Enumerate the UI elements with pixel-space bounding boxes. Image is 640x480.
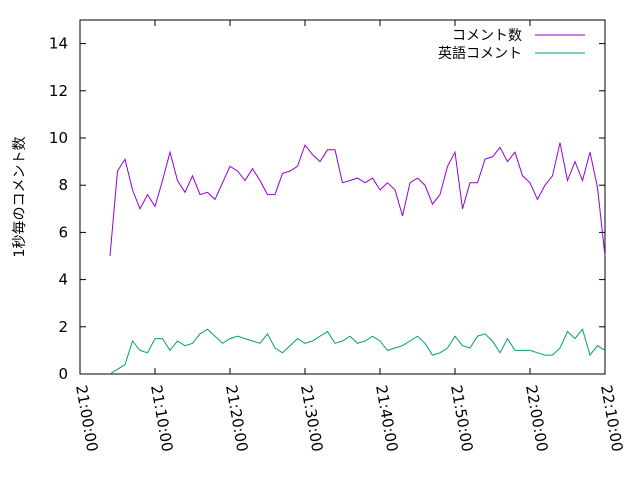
x-tick-label: 21:20:00: [222, 384, 251, 453]
y-tick-label: 8: [58, 176, 68, 194]
y-axis-label: 1秒毎のコメント数: [12, 137, 28, 258]
series-line: [109, 328, 606, 375]
x-tick-label: 21:00:00: [72, 384, 101, 453]
y-tick-label: 2: [58, 318, 68, 336]
legend-label: コメント数: [452, 28, 522, 44]
y-tick-label: 12: [49, 82, 68, 100]
x-tick-label: 22:10:00: [597, 384, 626, 453]
x-tick-label: 21:40:00: [372, 384, 401, 453]
x-tick-label: 22:00:00: [522, 384, 551, 453]
x-tick-label: 21:30:00: [297, 384, 326, 453]
plot-frame: [79, 19, 606, 375]
y-tick-label: 10: [49, 129, 68, 147]
y-tick-label: 0: [58, 365, 68, 383]
x-tick-label: 21:10:00: [147, 384, 176, 453]
y-tick-label: 4: [58, 271, 68, 289]
x-tick-label: 21:50:00: [447, 384, 476, 453]
y-tick-label: 6: [58, 223, 68, 241]
series-line: [109, 142, 606, 257]
legend-label: 英語コメント: [438, 45, 522, 62]
y-tick-label: 14: [49, 35, 68, 53]
